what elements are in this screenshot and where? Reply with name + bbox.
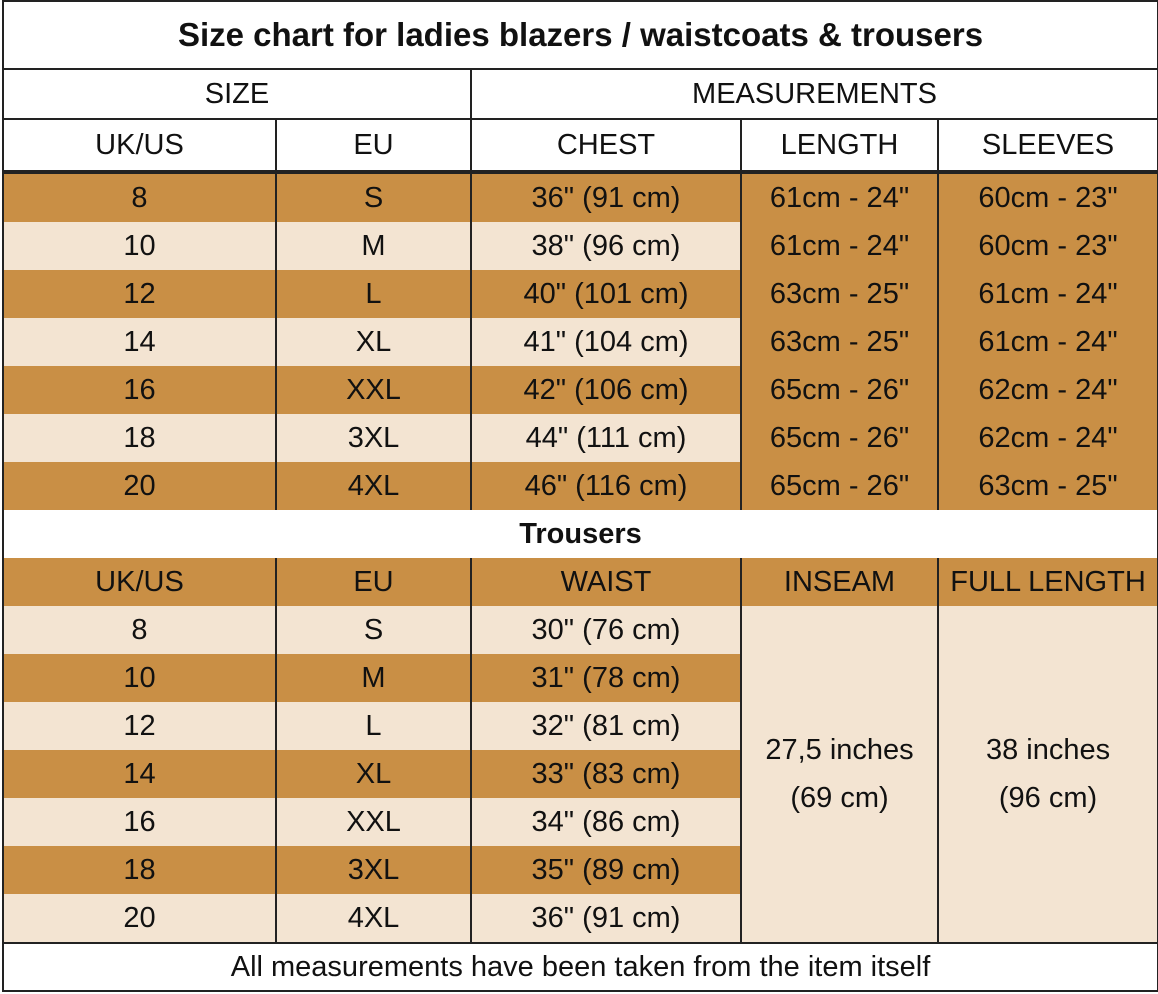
column-header: WAIST bbox=[470, 558, 742, 606]
cell: 61cm - 24" bbox=[740, 172, 939, 222]
cell: 65cm - 26" bbox=[740, 366, 939, 414]
blazer-row: 10 M 38" (96 cm) 61cm - 24" 60cm - 23" bbox=[2, 222, 1158, 270]
cell: 3XL bbox=[275, 846, 472, 894]
footer-row: All measurements have been taken from th… bbox=[1, 942, 1158, 992]
cell: 61cm - 24" bbox=[936, 318, 1158, 366]
trousers-row: 10 M 31" (78 cm) bbox=[2, 654, 1158, 702]
column-header: FULL LENGTH bbox=[936, 558, 1158, 606]
trousers-row: 12 L 32" (81 cm) bbox=[2, 702, 1158, 750]
column-header: CHEST bbox=[470, 118, 742, 174]
cell: 10 bbox=[2, 222, 277, 270]
cell: XXL bbox=[275, 798, 472, 846]
cell: 44" (111 cm) bbox=[470, 414, 742, 462]
merged-line: (69 cm) bbox=[790, 782, 889, 814]
blazer-row: 16 XXL 42" (106 cm) 65cm - 26" 62cm - 24" bbox=[2, 366, 1158, 414]
cell: 18 bbox=[2, 846, 277, 894]
cell: 60cm - 23" bbox=[936, 172, 1158, 222]
group-header: SIZE bbox=[2, 68, 472, 120]
cell: 40" (101 cm) bbox=[470, 270, 742, 318]
cell: 42" (106 cm) bbox=[470, 366, 742, 414]
merged-cell: 38 inches (96 cm) bbox=[936, 606, 1158, 943]
trousers-row: 8 S 30" (76 cm) 27,5 inches (69 cm) 38 inches… bbox=[2, 606, 1158, 943]
cell: 63cm - 25" bbox=[740, 270, 939, 318]
trousers-row: 18 3XL 35" (89 cm) bbox=[2, 846, 1158, 894]
cell: S bbox=[275, 606, 472, 654]
cell: XXL bbox=[275, 366, 472, 414]
cell: XL bbox=[275, 318, 472, 366]
blazer-row: 12 L 40" (101 cm) 63cm - 25" 61cm - 24" bbox=[2, 270, 1158, 318]
cell: 36" (91 cm) bbox=[470, 172, 742, 222]
cell: 12 bbox=[2, 270, 277, 318]
cell: 4XL bbox=[275, 462, 472, 510]
merged-line: (96 cm) bbox=[998, 782, 1098, 814]
cell: 32" (81 cm) bbox=[470, 702, 742, 750]
cell: 63cm - 25" bbox=[936, 462, 1158, 510]
cell: 62cm - 24" bbox=[936, 366, 1158, 414]
cell: 41" (104 cm) bbox=[470, 318, 742, 366]
blazer-row: 20 4XL 46" (116 cm) 65cm - 26" 63cm - 25" bbox=[2, 462, 1158, 510]
cell: 65cm - 26" bbox=[740, 414, 939, 462]
column-header: LENGTH bbox=[740, 118, 939, 174]
cell: 14 bbox=[2, 318, 277, 366]
merged-cell: 27,5 inches (69 cm) bbox=[740, 606, 939, 943]
column-header: EU bbox=[275, 118, 472, 174]
cell: 20 bbox=[2, 462, 277, 510]
cell: L bbox=[275, 702, 472, 750]
blazer-row: 18 3XL 44" (111 cm) 65cm - 26" 62cm - 24" bbox=[2, 414, 1158, 462]
cell: M bbox=[275, 654, 472, 702]
cell: 36" (91 cm) bbox=[470, 894, 742, 943]
cell: 3XL bbox=[275, 414, 472, 462]
title: Size chart for ladies blazers / waistcoa… bbox=[1, 0, 1158, 70]
merged-line: 27,5 inches bbox=[765, 734, 914, 766]
trousers-row: 14 XL 33" (83 cm) bbox=[2, 750, 1158, 798]
section-title-row: Trousers bbox=[1, 510, 1158, 558]
merged-line: 38 inches bbox=[985, 734, 1111, 766]
column-header: UK/US bbox=[2, 118, 277, 174]
cell: 16 bbox=[2, 798, 277, 846]
cell: 4XL bbox=[275, 894, 472, 943]
blazer-row: 14 XL 41" (104 cm) 63cm - 25" 61cm - 24" bbox=[2, 318, 1158, 366]
cell: XL bbox=[275, 750, 472, 798]
cell: 33" (83 cm) bbox=[470, 750, 742, 798]
cell: 16 bbox=[2, 366, 277, 414]
cell: 60cm - 23" bbox=[936, 222, 1158, 270]
trousers-row: 20 4XL 36" (91 cm) bbox=[2, 894, 1158, 943]
cell: 34" (86 cm) bbox=[470, 798, 742, 846]
trousers-row: 16 XXL 34" (86 cm) bbox=[2, 798, 1158, 846]
column-header: UK/US bbox=[2, 558, 277, 606]
cell: 35" (89 cm) bbox=[470, 846, 742, 894]
column-header-row: UK/US EU CHEST LENGTH SLEEVES bbox=[2, 118, 1158, 174]
cell: 38" (96 cm) bbox=[470, 222, 742, 270]
cell: L bbox=[275, 270, 472, 318]
cell: 10 bbox=[2, 654, 277, 702]
section-title: Trousers bbox=[1, 510, 1158, 558]
cell: M bbox=[275, 222, 472, 270]
cell: 46" (116 cm) bbox=[470, 462, 742, 510]
cell: 61cm - 24" bbox=[740, 222, 939, 270]
title-row: Size chart for ladies blazers / waistcoa… bbox=[1, 0, 1158, 70]
cell: 62cm - 24" bbox=[936, 414, 1158, 462]
cell: 31" (78 cm) bbox=[470, 654, 742, 702]
cell: 12 bbox=[2, 702, 277, 750]
trousers-header-row: UK/US EU WAIST INSEAM FULL LENGTH bbox=[2, 558, 1158, 606]
cell: S bbox=[275, 172, 472, 222]
cell: 8 bbox=[2, 172, 277, 222]
column-header: EU bbox=[275, 558, 472, 606]
cell: 30" (76 cm) bbox=[470, 606, 742, 654]
column-header: SLEEVES bbox=[936, 118, 1158, 174]
cell: 61cm - 24" bbox=[936, 270, 1158, 318]
footer-note: All measurements have been taken from th… bbox=[1, 942, 1158, 992]
cell: 65cm - 26" bbox=[740, 462, 939, 510]
group-header-row: SIZE MEASUREMENTS bbox=[2, 68, 1158, 120]
blazer-row: 8 S 36" (91 cm) 61cm - 24" 60cm - 23" bbox=[2, 172, 1158, 222]
cell: 63cm - 25" bbox=[740, 318, 939, 366]
cell: 18 bbox=[2, 414, 277, 462]
cell: 14 bbox=[2, 750, 277, 798]
cell: 20 bbox=[2, 894, 277, 943]
column-header: INSEAM bbox=[740, 558, 939, 606]
cell: 8 bbox=[2, 606, 277, 654]
group-header: MEASUREMENTS bbox=[469, 68, 1158, 120]
